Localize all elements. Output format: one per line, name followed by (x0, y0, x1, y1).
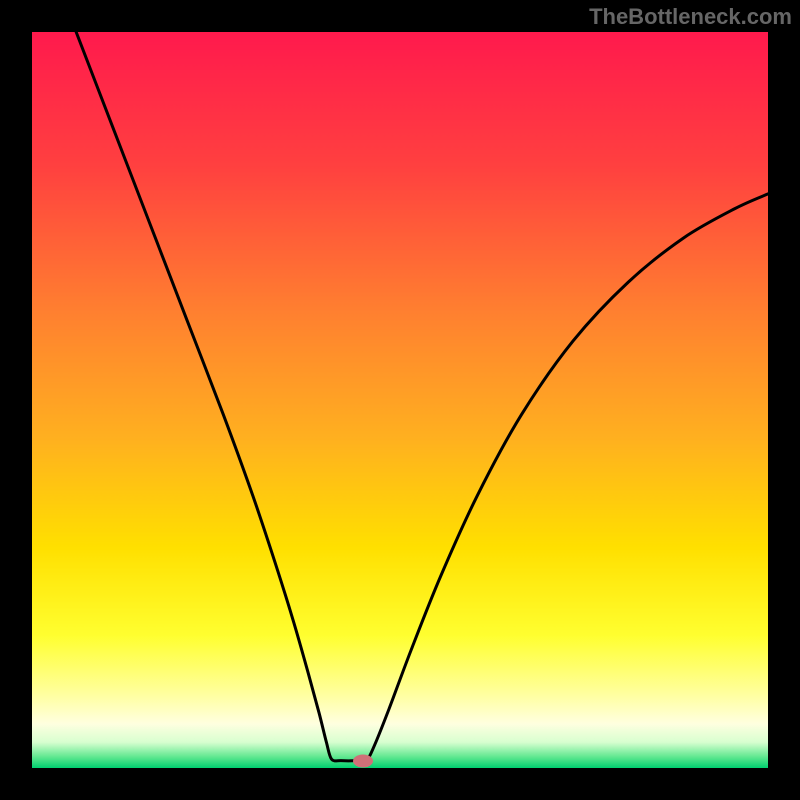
optimal-point-marker (353, 755, 373, 768)
chart-container: TheBottleneck.com (0, 0, 800, 800)
watermark-text: TheBottleneck.com (589, 4, 792, 30)
gradient-plot-area (32, 32, 768, 768)
